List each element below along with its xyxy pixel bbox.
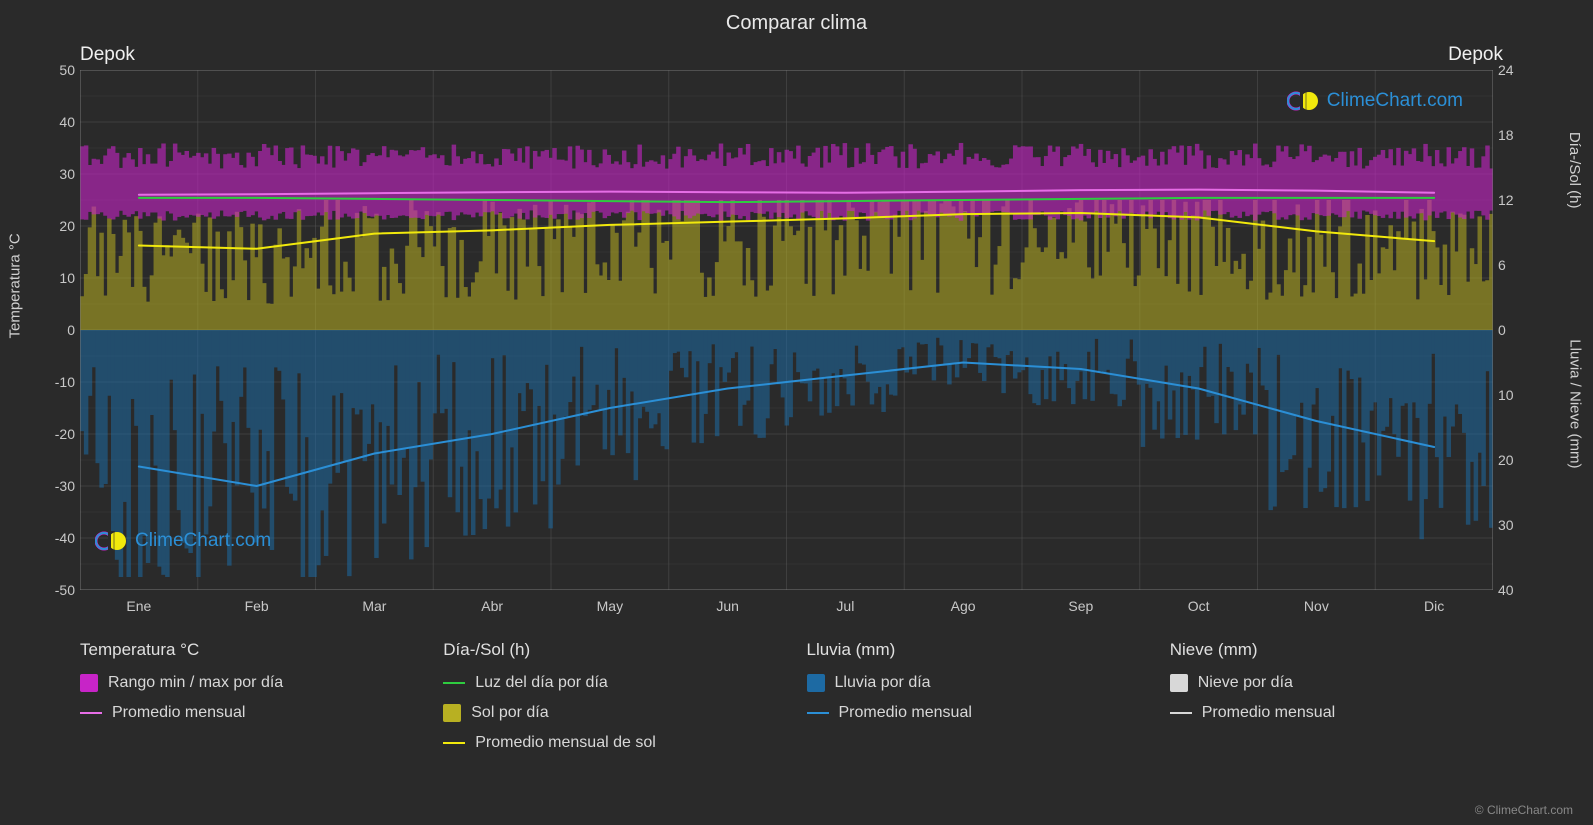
y-tick-left: -10 <box>55 374 75 390</box>
x-tick-month: Sep <box>1068 598 1093 614</box>
legend-swatch <box>807 674 825 692</box>
x-tick-month: Mar <box>362 598 386 614</box>
y-axis-right-top-label: Día-/Sol (h) <box>1567 132 1584 209</box>
x-tick-month: Jul <box>836 598 854 614</box>
legend-item: Lluvia por día <box>807 674 1150 692</box>
y-axis-left-label: Temperatura °C <box>7 233 24 338</box>
y-tick-right: 20 <box>1498 452 1514 468</box>
y-tick-left: 40 <box>59 114 75 130</box>
legend-line-icon <box>80 712 102 714</box>
city-label-left: Depok <box>80 44 135 66</box>
y-tick-left: -20 <box>55 426 75 442</box>
y-tick-left: -40 <box>55 530 75 546</box>
legend-item: Nieve por día <box>1170 674 1513 692</box>
legend-item: Promedio mensual <box>807 704 1150 722</box>
y-tick-left: 0 <box>67 322 75 338</box>
legend-column: Temperatura °C Rango min / max por día Pro… <box>80 640 423 764</box>
climate-chart: Comparar clima Depok Depok Temperatura °… <box>0 0 1593 640</box>
city-label-right: Depok <box>1448 44 1503 66</box>
legend-label: Promedio mensual <box>112 704 245 722</box>
y-tick-left: -30 <box>55 478 75 494</box>
y-tick-left: 50 <box>59 62 75 78</box>
y-tick-right: 6 <box>1498 257 1506 273</box>
legend-item: Sol por día <box>443 704 786 722</box>
legend-item: Promedio mensual de sol <box>443 734 786 752</box>
legend-swatch <box>1170 674 1188 692</box>
legend-label: Sol por día <box>471 704 548 722</box>
x-tick-month: Ene <box>126 598 151 614</box>
y-tick-right: 12 <box>1498 192 1514 208</box>
y-tick-left: 20 <box>59 218 75 234</box>
plot-area <box>80 70 1493 590</box>
y-tick-right: 40 <box>1498 582 1514 598</box>
legend-line-icon <box>443 742 465 744</box>
legend-label: Promedio mensual de sol <box>475 734 656 752</box>
legend-item: Promedio mensual <box>1170 704 1513 722</box>
y-tick-left: -50 <box>55 582 75 598</box>
legend-title: Lluvia (mm) <box>807 640 1150 660</box>
legend-line-icon <box>807 712 829 714</box>
legend-item: Rango min / max por día <box>80 674 423 692</box>
legend-swatch <box>443 704 461 722</box>
x-tick-month: Abr <box>481 598 503 614</box>
y-tick-left: 30 <box>59 166 75 182</box>
legend-label: Luz del día por día <box>475 674 608 692</box>
legend: Temperatura °C Rango min / max por día Pro… <box>80 640 1513 764</box>
chart-title: Comparar clima <box>0 0 1593 39</box>
legend-swatch <box>80 674 98 692</box>
x-tick-month: Feb <box>245 598 269 614</box>
y-tick-left: 10 <box>59 270 75 286</box>
y-axis-right-bottom-label: Lluvia / Nieve (mm) <box>1567 339 1584 468</box>
legend-label: Nieve por día <box>1198 674 1293 692</box>
x-tick-month: Oct <box>1188 598 1210 614</box>
legend-item: Promedio mensual <box>80 704 423 722</box>
legend-line-icon <box>443 682 465 684</box>
y-tick-right: 0 <box>1498 322 1506 338</box>
legend-label: Promedio mensual <box>1202 704 1335 722</box>
copyright: © ClimeChart.com <box>1475 803 1573 817</box>
legend-title: Día-/Sol (h) <box>443 640 786 660</box>
y-tick-right: 10 <box>1498 387 1514 403</box>
legend-column: Día-/Sol (h) Luz del día por día Sol por d… <box>443 640 786 764</box>
plot-svg <box>80 70 1493 590</box>
legend-line-icon <box>1170 712 1192 714</box>
x-tick-month: Ago <box>951 598 976 614</box>
legend-title: Temperatura °C <box>80 640 423 660</box>
x-tick-month: May <box>597 598 623 614</box>
legend-label: Rango min / max por día <box>108 674 283 692</box>
legend-title: Nieve (mm) <box>1170 640 1513 660</box>
legend-column: Nieve (mm) Nieve por día Promedio mensual <box>1170 640 1513 764</box>
x-tick-month: Dic <box>1424 598 1444 614</box>
legend-item: Luz del día por día <box>443 674 786 692</box>
legend-label: Promedio mensual <box>839 704 972 722</box>
x-tick-month: Nov <box>1304 598 1329 614</box>
y-tick-right: 30 <box>1498 517 1514 533</box>
y-tick-right: 18 <box>1498 127 1514 143</box>
legend-column: Lluvia (mm) Lluvia por día Promedio mensua… <box>807 640 1150 764</box>
x-tick-month: Jun <box>716 598 739 614</box>
y-tick-right: 24 <box>1498 62 1514 78</box>
legend-label: Lluvia por día <box>835 674 931 692</box>
